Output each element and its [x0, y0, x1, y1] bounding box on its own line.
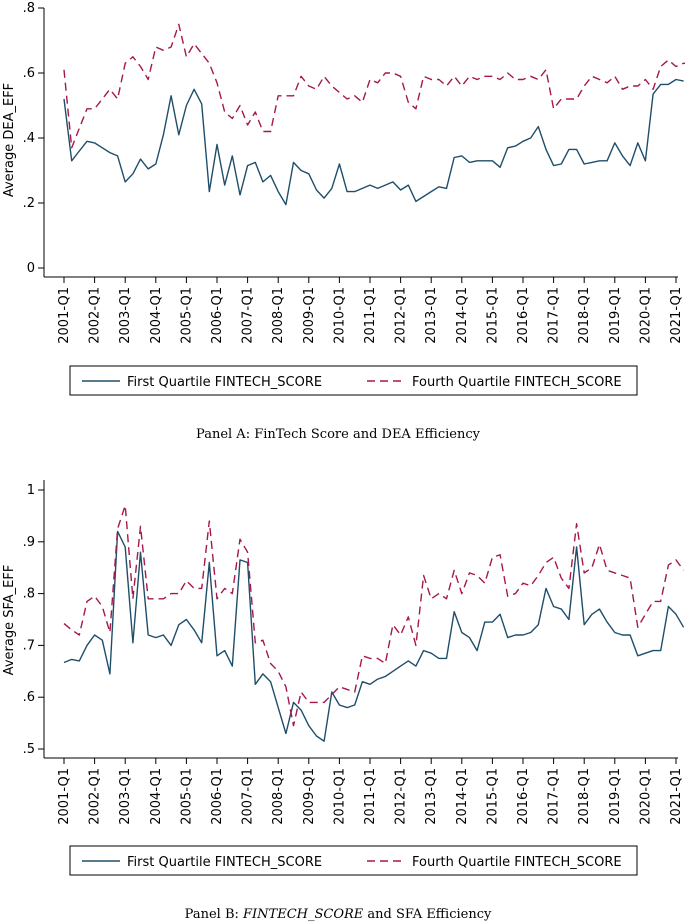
- panel-b-xtick-label: 2017-Q1: [547, 768, 562, 825]
- panel-a-xtick-label: 2003-Q1: [118, 287, 133, 344]
- panel-b-legend-first-label: First Quartile FINTECH_SCORE: [127, 855, 322, 870]
- panel-b-caption-italic: FINTECH_SCORE: [242, 907, 364, 922]
- panel-a-legend-fourth-label: Fourth Quartile FINTECH_SCORE: [412, 375, 622, 390]
- panel-b-xtick-label: 2014-Q1: [455, 768, 470, 825]
- panel-b-legend: First Quartile FINTECH_SCORE Fourth Quar…: [69, 845, 638, 876]
- panel-a-xtick-label: 2008-Q1: [271, 287, 286, 344]
- panel-a-xtick-label: 2009-Q1: [302, 287, 317, 344]
- panel-b-xtick-label: 2013-Q1: [424, 768, 439, 825]
- panel-b-caption-suffix: and SFA Efficiency: [367, 907, 492, 922]
- panel-a-xtick-label: 2019-Q1: [608, 287, 623, 344]
- panel-a-xtick-label: 2002-Q1: [88, 287, 103, 344]
- panel-b-xtick-label: 2005-Q1: [179, 768, 194, 825]
- panel-b-ytick-label: .9: [23, 535, 35, 550]
- panel-a-xtick-label: 2017-Q1: [547, 287, 562, 344]
- panel-a-xtick-label: 2001-Q1: [57, 287, 72, 344]
- panel-a-ytick-label: 0: [27, 261, 35, 276]
- panel-b-caption-prefix: Panel B:: [185, 907, 239, 922]
- panel-a-caption: Panel A: FinTech Score and DEA Efficienc…: [196, 427, 481, 442]
- panel-a-ytick-label: .8: [23, 1, 35, 16]
- panel-b-xtick-label: 2015-Q1: [485, 768, 500, 825]
- panel-b-ytick-label: 1: [27, 483, 35, 498]
- panel-a-xtick-label: 2016-Q1: [516, 287, 531, 344]
- panel-a-xtick-label: 2018-Q1: [577, 287, 592, 344]
- panel-b-xtick-label: 2006-Q1: [210, 768, 225, 825]
- panel-a-xtick-label: 2004-Q1: [149, 287, 164, 344]
- panel-b-xtick-label: 2002-Q1: [88, 768, 103, 825]
- panel-b-xtick-label: 2004-Q1: [149, 768, 164, 825]
- panel-b-ytick-label: .8: [23, 587, 35, 602]
- panel-a-xtick-label: 2010-Q1: [332, 287, 347, 344]
- panel-a-xtick-label: 2005-Q1: [179, 287, 194, 344]
- panel-b-xtick-label: 2020-Q1: [638, 768, 653, 825]
- panel-a-series-fourth-quartile: [63, 23, 685, 149]
- panel-a-series-first-quartile: [63, 78, 684, 206]
- panel-b-ytick-label: .5: [23, 742, 35, 757]
- panel-b-xtick-label: 2003-Q1: [118, 768, 133, 825]
- panel-a-xtick-label: 2021-Q1: [669, 287, 684, 344]
- panel-a-xtick-label: 2006-Q1: [210, 287, 225, 344]
- panel-b-xtick-label: 2007-Q1: [241, 768, 256, 825]
- panel-a-xtick-label: 2007-Q1: [241, 287, 256, 344]
- panel-b-xtick-label: 2011-Q1: [363, 768, 378, 825]
- panel-b-xtick-label: 2001-Q1: [57, 768, 72, 825]
- panel-b-xtick-label: 2018-Q1: [577, 768, 592, 825]
- panel-b-xtick-label: 2009-Q1: [302, 768, 317, 825]
- panel-a-xtick-label: 2013-Q1: [424, 287, 439, 344]
- panel-a-ylabel: Average DEA_EFF: [2, 83, 17, 197]
- panel-b-xtick-label: 2010-Q1: [332, 768, 347, 825]
- panel-a-xtick-label: 2014-Q1: [455, 287, 470, 344]
- panel-b-ytick-label: .6: [23, 690, 35, 705]
- panel-a-xtick-label: 2020-Q1: [638, 287, 653, 344]
- panel-b-xtick-label: 2012-Q1: [394, 768, 409, 825]
- panel-a-xtick-label: 2011-Q1: [363, 287, 378, 344]
- panel-a-ytick-label: .6: [23, 66, 35, 81]
- panel-a-xtick-label: 2012-Q1: [394, 287, 409, 344]
- panel-a-xtick-label: 2015-Q1: [485, 287, 500, 344]
- panel-a-ytick-label: .2: [23, 196, 35, 211]
- panel-b-series-fourth-quartile: [63, 504, 685, 727]
- panel-b-xtick-label: 2019-Q1: [608, 768, 623, 825]
- panel-a-legend-first-label: First Quartile FINTECH_SCORE: [127, 375, 322, 390]
- panel-b-xtick-label: 2008-Q1: [271, 768, 286, 825]
- panel-b-caption: Panel B: FINTECH_SCORE and SFA Efficienc…: [185, 907, 492, 922]
- panel-b-ylabel: Average SFA_EFF: [2, 565, 17, 676]
- panel-b-ytick-label: .7: [23, 638, 35, 653]
- panel-a-legend: First Quartile FINTECH_SCORE Fourth Quar…: [69, 365, 638, 396]
- panel-b-xtick-label: 2016-Q1: [516, 768, 531, 825]
- panel-b-series-first-quartile: [63, 530, 685, 742]
- panel-a-chart: Average DEA_EFF 0 .2 .4 .6 .8 2001-Q1 2002-Q1…: [2, 1, 685, 442]
- panel-a-ytick-label: .4: [23, 131, 35, 146]
- panel-b-chart: Average SFA_EFF .5 .6 .7 .8 .9 1 2001-Q1 2002-…: [2, 480, 685, 922]
- panel-b-xtick-label: 2021-Q1: [669, 768, 684, 825]
- panel-b-legend-fourth-label: Fourth Quartile FINTECH_SCORE: [412, 855, 622, 870]
